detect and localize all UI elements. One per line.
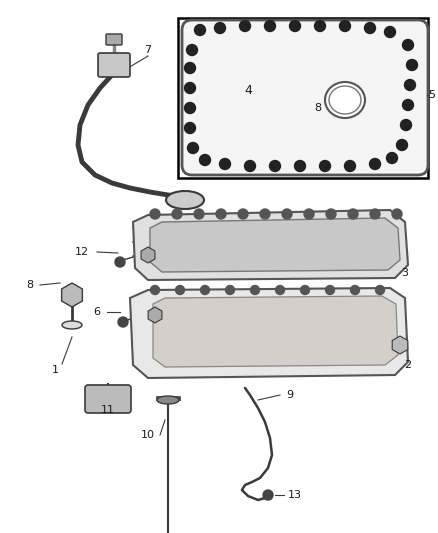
Circle shape: [375, 286, 385, 295]
Circle shape: [219, 158, 230, 169]
Ellipse shape: [62, 321, 82, 329]
Ellipse shape: [325, 82, 365, 118]
Circle shape: [406, 60, 417, 70]
Bar: [178, 18, 428, 178]
FancyBboxPatch shape: [85, 385, 131, 413]
Circle shape: [405, 79, 416, 91]
Polygon shape: [130, 288, 408, 378]
Circle shape: [385, 27, 396, 37]
Text: 2: 2: [404, 360, 412, 370]
Circle shape: [348, 209, 358, 219]
Circle shape: [300, 286, 310, 295]
Circle shape: [238, 209, 248, 219]
Circle shape: [187, 142, 198, 154]
Circle shape: [184, 62, 195, 74]
Circle shape: [392, 209, 402, 219]
Ellipse shape: [329, 86, 361, 114]
Circle shape: [403, 100, 413, 110]
Text: 6: 6: [93, 307, 100, 317]
Circle shape: [184, 83, 195, 93]
Circle shape: [325, 286, 335, 295]
Text: 3: 3: [402, 268, 409, 278]
Circle shape: [364, 22, 375, 34]
Text: 8: 8: [314, 103, 321, 113]
Polygon shape: [133, 210, 408, 280]
Circle shape: [339, 20, 350, 31]
Text: 7: 7: [145, 45, 152, 55]
Circle shape: [201, 286, 209, 295]
Circle shape: [282, 209, 292, 219]
FancyBboxPatch shape: [98, 53, 130, 77]
Circle shape: [150, 209, 160, 219]
Circle shape: [244, 160, 255, 172]
Circle shape: [184, 123, 195, 133]
Text: 9: 9: [286, 390, 293, 400]
Text: 11: 11: [101, 405, 115, 415]
Text: 5: 5: [428, 90, 435, 100]
Text: 12: 12: [75, 247, 89, 257]
Circle shape: [396, 140, 407, 150]
Circle shape: [265, 20, 276, 31]
Circle shape: [403, 39, 413, 51]
Circle shape: [199, 155, 211, 166]
Circle shape: [184, 102, 195, 114]
Circle shape: [294, 160, 305, 172]
Text: 10: 10: [141, 430, 155, 440]
Circle shape: [304, 209, 314, 219]
Ellipse shape: [166, 191, 204, 209]
Circle shape: [319, 160, 331, 172]
Circle shape: [350, 286, 360, 295]
Ellipse shape: [157, 396, 179, 404]
Circle shape: [151, 286, 159, 295]
Circle shape: [260, 209, 270, 219]
Circle shape: [187, 44, 198, 55]
Circle shape: [240, 20, 251, 31]
Circle shape: [251, 286, 259, 295]
Circle shape: [276, 286, 285, 295]
Circle shape: [216, 209, 226, 219]
FancyBboxPatch shape: [106, 34, 122, 45]
Circle shape: [176, 286, 184, 295]
Text: 1: 1: [52, 365, 59, 375]
Circle shape: [370, 209, 380, 219]
Circle shape: [314, 20, 325, 31]
Circle shape: [386, 152, 398, 164]
Circle shape: [326, 209, 336, 219]
Circle shape: [226, 286, 234, 295]
Circle shape: [194, 25, 205, 36]
FancyBboxPatch shape: [182, 20, 428, 175]
Circle shape: [215, 22, 226, 34]
Text: 8: 8: [26, 280, 34, 290]
Circle shape: [118, 317, 128, 327]
Circle shape: [400, 119, 411, 131]
Circle shape: [172, 209, 182, 219]
Text: 13: 13: [288, 490, 302, 500]
Circle shape: [115, 257, 125, 267]
Circle shape: [290, 20, 300, 31]
Polygon shape: [153, 296, 398, 367]
Circle shape: [370, 158, 381, 169]
Circle shape: [194, 209, 204, 219]
Circle shape: [263, 490, 273, 500]
Polygon shape: [150, 218, 400, 272]
Text: 4: 4: [244, 84, 252, 96]
Circle shape: [269, 160, 280, 172]
Circle shape: [345, 160, 356, 172]
